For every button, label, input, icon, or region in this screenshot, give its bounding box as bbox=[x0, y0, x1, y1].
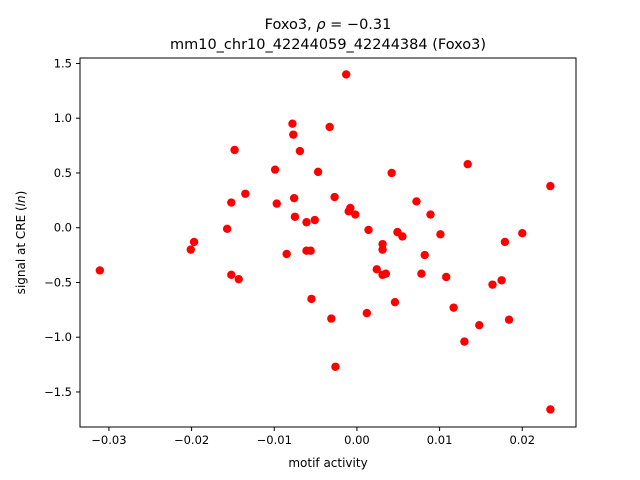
data-point bbox=[417, 269, 426, 278]
data-point bbox=[351, 210, 360, 219]
data-point bbox=[504, 315, 514, 324]
data-point bbox=[420, 250, 429, 260]
x-axis: −0.03 −0.02 −0.01 0.00 0.01 0.02 bbox=[91, 427, 535, 447]
data-point bbox=[222, 224, 232, 234]
x-tick-label: 0.01 bbox=[427, 433, 453, 447]
data-point bbox=[227, 198, 236, 207]
data-point bbox=[518, 228, 527, 238]
data-point bbox=[488, 280, 497, 289]
data-point bbox=[295, 146, 305, 156]
data-point bbox=[436, 230, 445, 239]
data-point bbox=[331, 362, 340, 371]
data-point bbox=[189, 237, 199, 247]
data-point bbox=[362, 308, 372, 318]
data-point bbox=[460, 337, 469, 346]
data-point bbox=[387, 168, 396, 178]
data-point bbox=[234, 274, 243, 284]
y-tick-label: 0.0 bbox=[54, 221, 72, 235]
y-tick-label: −1.0 bbox=[44, 330, 72, 344]
plot-area bbox=[79, 57, 577, 428]
data-point bbox=[463, 160, 472, 169]
data-point bbox=[330, 192, 339, 202]
data-point bbox=[290, 212, 300, 221]
data-point bbox=[186, 245, 195, 254]
data-points bbox=[95, 70, 555, 414]
data-point bbox=[378, 245, 387, 254]
data-point bbox=[282, 249, 291, 259]
data-point bbox=[310, 215, 319, 225]
x-axis-label: motif activity bbox=[288, 456, 367, 470]
x-tick-label: 0.02 bbox=[509, 433, 535, 447]
data-point bbox=[412, 197, 421, 206]
data-point bbox=[327, 314, 336, 323]
data-point bbox=[307, 294, 316, 304]
data-point bbox=[341, 70, 351, 79]
y-tick-label: 1.5 bbox=[54, 56, 72, 70]
x-tick-label: −0.01 bbox=[257, 433, 292, 447]
chart-title-line1: Foxo3, ρ = −0.31 bbox=[265, 17, 392, 33]
data-point bbox=[500, 237, 510, 247]
x-tick-label: −0.03 bbox=[91, 433, 126, 447]
data-point bbox=[390, 297, 400, 307]
data-point bbox=[546, 181, 555, 191]
data-point bbox=[270, 165, 280, 174]
data-point bbox=[272, 199, 281, 208]
y-tick-label: −0.5 bbox=[44, 275, 72, 289]
data-point bbox=[546, 405, 555, 414]
data-point bbox=[325, 122, 334, 132]
data-point bbox=[302, 218, 311, 227]
data-point bbox=[475, 320, 484, 330]
y-axis: −1.5 −1.0 −0.5 0.0 0.5 1.0 1.5 bbox=[44, 56, 80, 399]
data-point bbox=[372, 265, 381, 274]
x-tick-label: 0.00 bbox=[344, 433, 370, 447]
data-point bbox=[346, 203, 355, 213]
y-tick-label: 0.5 bbox=[54, 166, 72, 180]
data-point bbox=[227, 270, 236, 280]
chart-title-line2: mm10_chr10_42244059_42244384 (Foxo3) bbox=[170, 37, 486, 53]
y-tick-label: −1.5 bbox=[44, 385, 72, 399]
data-point bbox=[241, 189, 250, 198]
data-point bbox=[289, 130, 298, 139]
x-tick-label: −0.02 bbox=[174, 433, 209, 447]
data-point bbox=[364, 225, 373, 235]
data-point bbox=[313, 167, 323, 177]
data-point bbox=[230, 145, 239, 155]
y-tick-label: 1.0 bbox=[54, 111, 72, 125]
data-point bbox=[442, 272, 451, 282]
data-point bbox=[288, 119, 297, 128]
data-point bbox=[449, 303, 458, 312]
data-point bbox=[426, 210, 435, 219]
data-point bbox=[381, 269, 391, 278]
data-point bbox=[398, 232, 407, 241]
data-point bbox=[95, 266, 105, 275]
axes-frame bbox=[79, 57, 577, 428]
data-point bbox=[306, 246, 315, 255]
data-point bbox=[497, 276, 506, 285]
y-axis-label: signal at CRE (ln) bbox=[14, 191, 28, 295]
data-point bbox=[289, 193, 299, 203]
